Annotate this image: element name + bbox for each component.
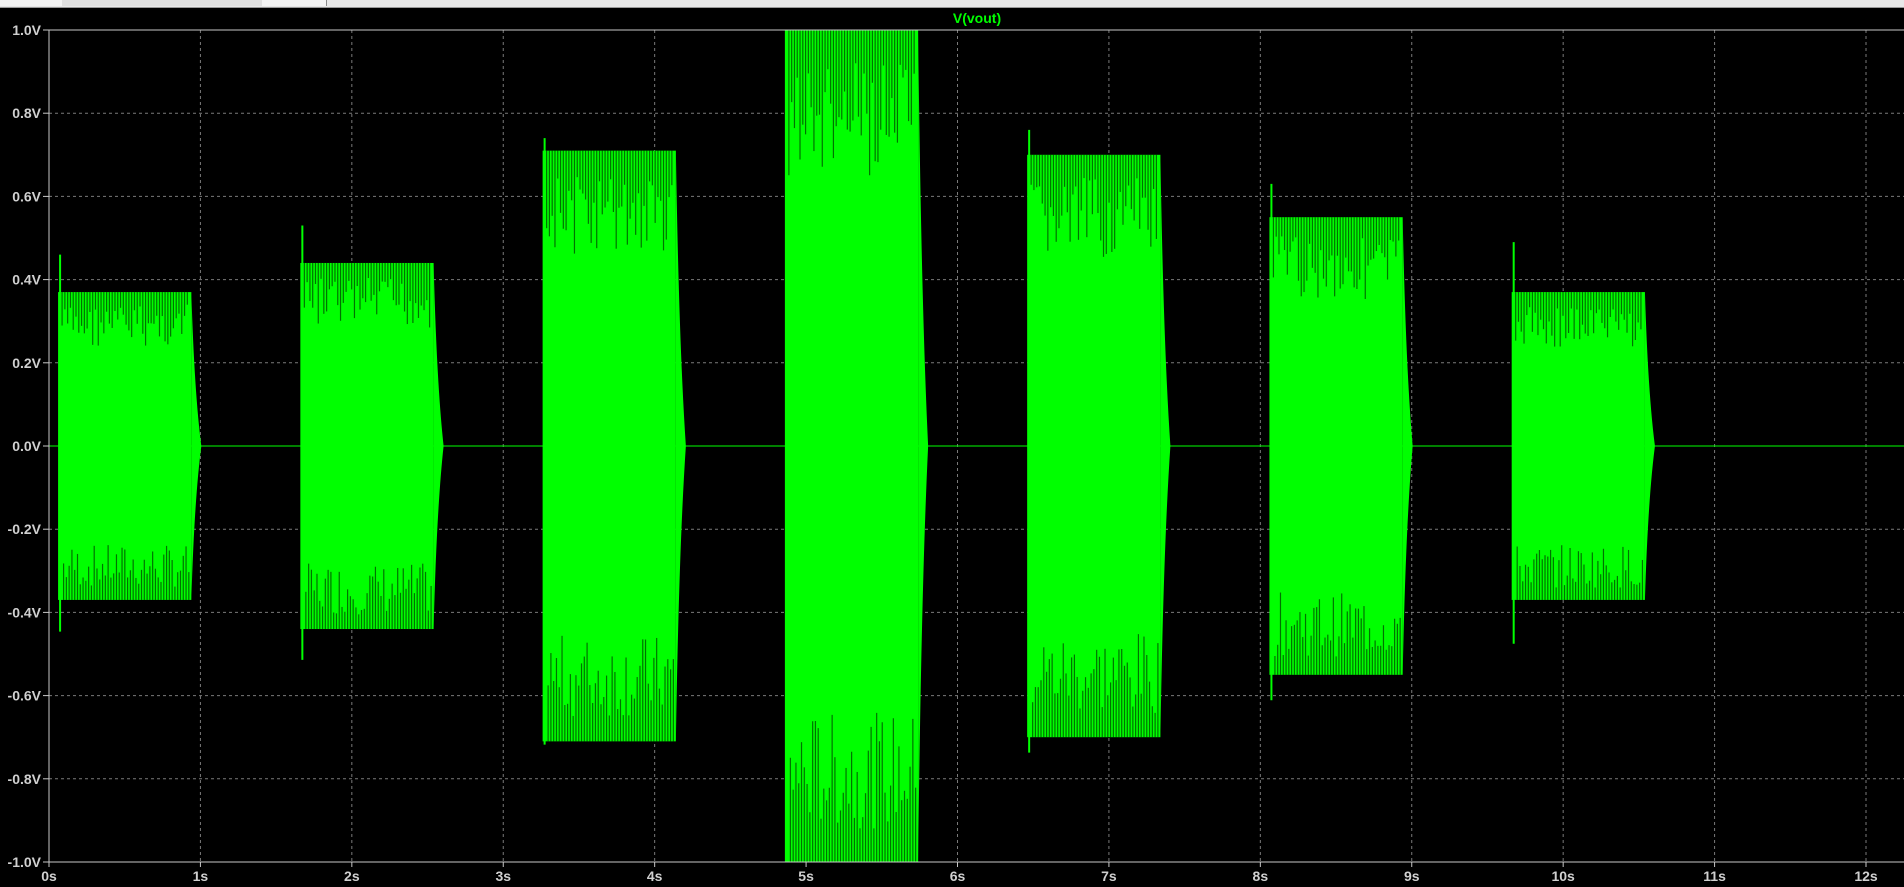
burst-1 <box>58 254 202 632</box>
x-tick-label: 0s <box>41 868 57 884</box>
y-tick-label: -0.4V <box>8 604 42 620</box>
burst-6 <box>1269 183 1413 701</box>
tab-stub-1[interactable] <box>0 0 63 6</box>
burst-decay-tail <box>1644 292 1655 600</box>
burst-decay-tail <box>1402 217 1413 675</box>
burst-7 <box>1511 242 1655 644</box>
y-tick-label: -0.6V <box>8 688 42 704</box>
y-tick-label: 0.2V <box>12 355 41 371</box>
x-tick-label: 1s <box>193 868 209 884</box>
burst-4 <box>784 30 929 862</box>
x-tick-label: 9s <box>1404 868 1420 884</box>
y-tick-label: 0.0V <box>12 438 41 454</box>
tab-stub-3[interactable] <box>262 0 327 6</box>
tab-stub-2[interactable] <box>62 0 263 6</box>
y-tick-label: -0.2V <box>8 521 42 537</box>
burst-envelope <box>1269 217 1403 675</box>
x-tick-label: 5s <box>798 868 814 884</box>
y-tick-label: -0.8V <box>8 771 42 787</box>
burst-envelope <box>300 262 434 630</box>
burst-3 <box>542 138 686 745</box>
burst-decay-tail <box>918 30 929 862</box>
burst-decay-tail <box>433 262 444 630</box>
y-tick-label: 0.6V <box>12 188 41 204</box>
y-tick-label: -1.0V <box>8 854 42 870</box>
window-top-bar <box>0 0 1904 8</box>
x-tick-label: 11s <box>1703 868 1726 884</box>
x-tick-label: 7s <box>1101 868 1117 884</box>
burst-5 <box>1027 129 1171 753</box>
x-tick-label: 4s <box>647 868 663 884</box>
burst-envelope <box>58 292 192 600</box>
burst-envelope <box>542 150 676 742</box>
x-tick-label: 10s <box>1551 868 1575 884</box>
trace-v-vout[interactable] <box>49 30 1904 862</box>
x-tick-label: 6s <box>950 868 966 884</box>
x-tick-label: 3s <box>495 868 511 884</box>
y-tick-label: 1.0V <box>12 22 41 38</box>
burst-envelope <box>784 30 919 862</box>
y-tick-label: 0.8V <box>12 105 41 121</box>
waveform-plot[interactable]: 1.0V 0.8V 0.6V 0.4V 0.2V 0.0V -0.2V -0.4V -0.6V -… <box>0 8 1904 887</box>
y-tick-label: 0.4V <box>12 272 41 288</box>
x-tick-label: 12s <box>1854 868 1878 884</box>
burst-decay-tail <box>1160 154 1171 738</box>
x-tick-label: 8s <box>1253 868 1269 884</box>
chart-title: V(vout) <box>953 10 1001 26</box>
y-axis-ticks: 1.0V 0.8V 0.6V 0.4V 0.2V 0.0V -0.2V -0.4V -0.6V -… <box>8 22 49 870</box>
burst-decay-tail <box>675 150 686 742</box>
burst-envelope <box>1027 154 1161 738</box>
burst-2 <box>300 225 444 660</box>
burst-decay-tail <box>191 292 202 600</box>
x-axis-ticks: 0s 1s 2s 3s 4s 5s 6s 7s 8s 9s 10s 11s 12s <box>41 862 1878 884</box>
x-tick-label: 2s <box>344 868 360 884</box>
